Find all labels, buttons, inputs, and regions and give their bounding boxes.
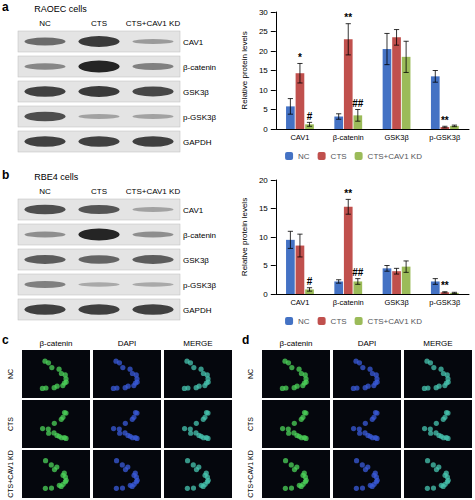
svg-text:20: 20 [259, 176, 268, 185]
svg-text:##: ## [352, 267, 364, 278]
svg-text:GAPDH: GAPDH [183, 306, 212, 315]
svg-text:0: 0 [263, 125, 268, 134]
svg-text:15: 15 [259, 66, 268, 75]
svg-text:CTS: CTS [331, 317, 347, 326]
svg-text:**: ** [344, 188, 352, 199]
svg-text:**: ** [441, 280, 449, 291]
svg-text:DAPI: DAPI [358, 339, 377, 348]
svg-text:NC: NC [7, 369, 14, 379]
svg-text:5: 5 [263, 105, 268, 114]
svg-text:RAOEC cells: RAOEC cells [34, 4, 87, 14]
svg-text:30: 30 [259, 8, 268, 17]
svg-text:c: c [2, 333, 9, 347]
svg-text:CAV1: CAV1 [183, 38, 204, 47]
svg-text:a: a [2, 0, 9, 14]
svg-text:CTS+CAV1 KD: CTS+CAV1 KD [247, 450, 254, 498]
svg-text:*: * [298, 52, 302, 63]
svg-text:β-catenin: β-catenin [333, 298, 364, 307]
svg-text:25: 25 [259, 27, 268, 36]
svg-text:GAPDH: GAPDH [183, 138, 212, 147]
svg-text:10: 10 [259, 233, 268, 242]
svg-text:10: 10 [259, 86, 268, 95]
svg-text:RBE4 cells: RBE4 cells [34, 172, 79, 182]
svg-text:MERGE: MERGE [183, 339, 212, 348]
svg-text:CTS+CAV1 KD: CTS+CAV1 KD [126, 187, 181, 196]
svg-text:p-GSK3β: p-GSK3β [183, 281, 216, 290]
svg-text:**: ** [344, 12, 352, 23]
svg-text:##: ## [352, 98, 364, 109]
svg-text:15: 15 [259, 204, 268, 213]
svg-text:d: d [242, 333, 249, 347]
svg-text:Relative protein levels: Relative protein levels [240, 31, 249, 109]
svg-text:GSK3β: GSK3β [183, 256, 209, 265]
svg-text:β-catenin: β-catenin [183, 231, 216, 240]
svg-text:0: 0 [263, 290, 268, 299]
svg-text:CAV1: CAV1 [290, 298, 309, 307]
svg-text:p-GSK3β: p-GSK3β [429, 133, 461, 142]
svg-text:#: # [307, 276, 313, 287]
svg-text:GSK3β: GSK3β [183, 88, 209, 97]
svg-text:p-GSK3β: p-GSK3β [183, 113, 216, 122]
svg-text:CTS: CTS [247, 417, 254, 431]
svg-text:CTS+CAV1 KD: CTS+CAV1 KD [7, 450, 14, 498]
svg-text:Relative protein levels: Relative protein levels [240, 198, 249, 276]
svg-text:NC: NC [39, 187, 51, 196]
svg-text:NC: NC [247, 369, 254, 379]
svg-text:CTS: CTS [331, 152, 347, 161]
svg-text:β-catenin: β-catenin [183, 63, 216, 72]
svg-text:5: 5 [263, 261, 268, 270]
svg-text:**: ** [441, 115, 449, 126]
svg-text:NC: NC [298, 317, 310, 326]
svg-text:CTS: CTS [91, 19, 107, 28]
svg-text:CTS: CTS [91, 187, 107, 196]
svg-text:β-catenin: β-catenin [279, 339, 312, 348]
svg-text:20: 20 [259, 47, 268, 56]
svg-text:CTS+CAV1 KD: CTS+CAV1 KD [368, 317, 423, 326]
svg-text:p-GSK3β: p-GSK3β [429, 298, 461, 307]
svg-text:NC: NC [298, 152, 310, 161]
svg-text:CTS+CAV1 KD: CTS+CAV1 KD [368, 152, 423, 161]
svg-text:GSK3β: GSK3β [384, 133, 409, 142]
svg-text:b: b [2, 168, 9, 182]
svg-text:MERGE: MERGE [423, 339, 452, 348]
svg-text:GSK3β: GSK3β [384, 298, 409, 307]
svg-text:#: # [307, 111, 313, 122]
svg-text:CAV1: CAV1 [290, 133, 309, 142]
svg-text:CTS: CTS [7, 417, 14, 431]
svg-text:CAV1: CAV1 [183, 206, 204, 215]
svg-text:β-catenin: β-catenin [333, 133, 364, 142]
svg-text:CTS+CAV1 KD: CTS+CAV1 KD [126, 19, 181, 28]
svg-text:DAPI: DAPI [118, 339, 137, 348]
svg-text:β-catenin: β-catenin [39, 339, 72, 348]
svg-text:NC: NC [39, 19, 51, 28]
